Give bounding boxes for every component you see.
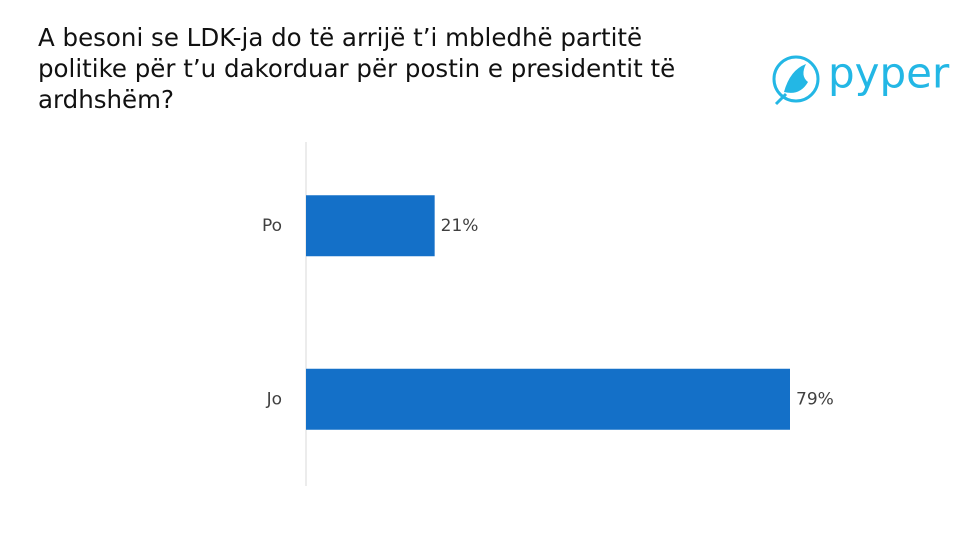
logo: pyper <box>772 49 950 106</box>
bar <box>306 368 790 430</box>
value-label: 79% <box>796 389 834 409</box>
chart-title: A besoni se LDK-ja do të arrijë t’i mble… <box>38 23 676 114</box>
logo-ring <box>772 55 820 103</box>
bar <box>306 195 435 257</box>
y-tick-label: Po <box>262 216 282 236</box>
value-label: 21% <box>441 216 479 236</box>
logo-bird <box>784 64 808 93</box>
logo-text: pyper <box>828 49 950 98</box>
logo-tail <box>774 92 788 106</box>
y-tick-label: Jo <box>266 389 282 409</box>
